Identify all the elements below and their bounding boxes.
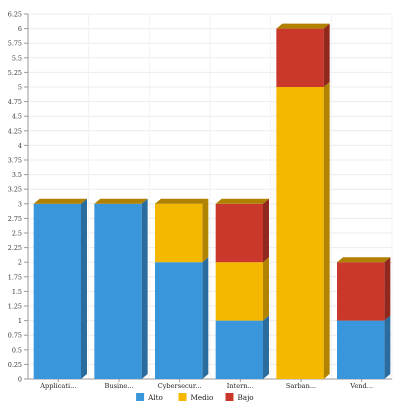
y-tick-label: 0 (18, 376, 22, 384)
bar-side (202, 198, 209, 263)
y-tick-label: 2 (18, 259, 22, 267)
y-tick-label: 1.25 (8, 303, 22, 311)
bar-side (384, 257, 391, 321)
bar-side (80, 198, 87, 379)
bar-top (94, 198, 148, 204)
y-tick-label: 5.5 (12, 54, 22, 62)
bar-top (276, 23, 330, 29)
bar-top (155, 198, 209, 204)
x-tick-label: Intern... (227, 382, 254, 390)
y-tick-label: 0.25 (8, 361, 22, 369)
y-tick-label: 5 (18, 84, 22, 92)
legend-label-medio: Medio (191, 393, 214, 402)
bar-medio-3 (215, 262, 263, 321)
bar-bajo-5 (337, 262, 385, 321)
bar-side (384, 315, 391, 379)
bar-side (202, 257, 209, 379)
bar-side (323, 82, 330, 379)
y-tick-label: 2.75 (8, 215, 22, 223)
y-tick-label: 1 (18, 317, 22, 325)
x-tick-label: Cybersecur... (158, 382, 202, 390)
bar-medio-4 (276, 87, 324, 379)
y-tick-label: 0.5 (12, 346, 22, 354)
bar-side (323, 23, 330, 88)
bar-side (262, 198, 269, 263)
y-tick-label: 6.25 (8, 11, 22, 19)
y-tick-label: 5.25 (8, 69, 22, 77)
y-tick-label: 2.5 (12, 230, 22, 238)
legend-swatch-medio (178, 393, 187, 401)
x-tick-label: Applicati... (39, 382, 76, 390)
bar-top (337, 257, 391, 263)
y-tick-label: 6 (18, 25, 22, 33)
legend-label-bajo: Bajo (238, 393, 254, 402)
x-tick-label: Vend... (349, 382, 373, 390)
y-tick-label: 5.75 (8, 40, 22, 48)
bar-top (215, 198, 269, 204)
y-tick-label: 3.5 (12, 171, 22, 179)
y-tick-label: 4.25 (8, 127, 22, 135)
bar-alto-1 (94, 203, 142, 379)
y-tick-label: 1.5 (12, 288, 22, 296)
y-tick-label: 4.75 (8, 98, 22, 106)
bar-alto-2 (155, 262, 203, 379)
y-tick-label: 3.25 (8, 186, 22, 194)
y-tick-label: 1.75 (8, 273, 22, 281)
y-tick-label: 2.25 (8, 244, 22, 252)
bar-alto-5 (337, 320, 385, 379)
legend-label-alto: Alto (147, 393, 163, 402)
y-tick-label: 3.75 (8, 157, 22, 165)
legend-swatch-alto (136, 393, 145, 401)
bar-medio-2 (155, 203, 203, 263)
bar-side (262, 315, 269, 379)
x-tick-label: Busine... (104, 382, 133, 390)
bar-side (141, 198, 148, 379)
bar-side (262, 257, 269, 321)
bar-bajo-3 (215, 203, 263, 263)
x-tick-label: Sarban... (286, 382, 316, 390)
bar-alto-0 (33, 203, 81, 379)
bar-bajo-4 (276, 28, 324, 88)
bar-top (33, 198, 87, 204)
y-tick-label: 4 (18, 142, 22, 150)
bar-alto-3 (215, 320, 263, 379)
y-tick-label: 0.75 (8, 332, 22, 340)
y-tick-label: 4.5 (12, 113, 22, 121)
y-tick-label: 3 (18, 200, 22, 208)
legend-swatch-bajo (225, 393, 234, 401)
